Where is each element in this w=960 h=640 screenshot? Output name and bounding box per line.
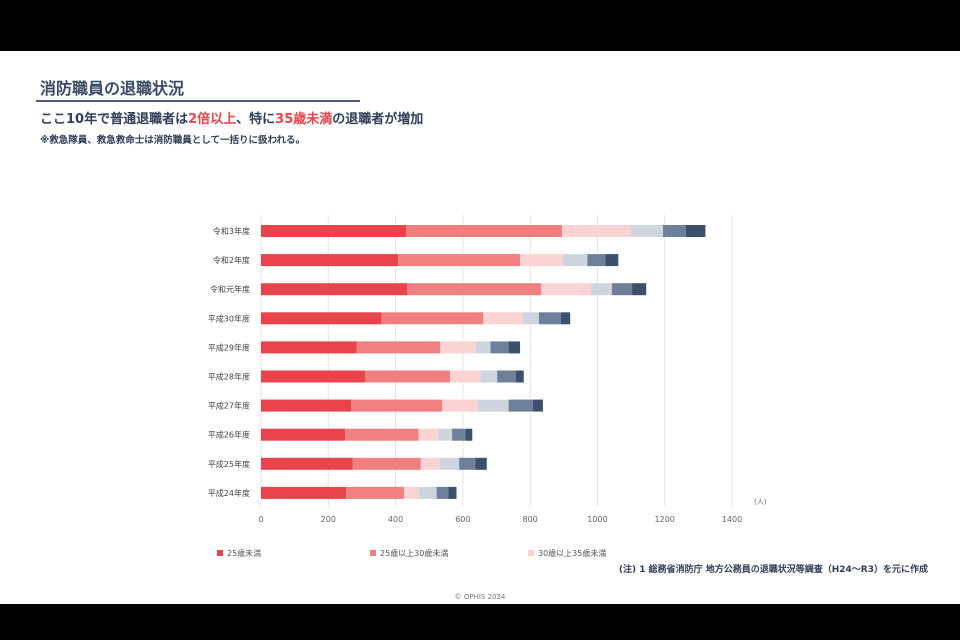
note-text: ※救急隊員、救急救命士は消防職員として一括りに扱われる。 [40,135,305,146]
bar-segment [403,486,420,499]
bar-segment [480,370,498,383]
slide: 消防職員の退職状況 ここ10年で普通退職者は2倍以上、特に35歳未満の退職者が増… [0,51,960,604]
bar-segment [365,370,451,383]
x-tick-label: 0 [258,515,263,524]
bar-segment [605,254,619,267]
headline-part-3: の退職者が増加 [332,112,424,127]
bar-segment [261,370,366,383]
bar-segment [685,225,706,237]
bar-segment [611,283,633,296]
category-label: 平成25年度 [208,459,250,469]
bar-segment [497,370,516,383]
bar-segment [508,399,533,412]
bar-segment [261,283,408,296]
category-label: 平成30年度 [208,313,250,323]
x-tick-label: 800 [523,515,538,524]
x-tick-label: 1400 [722,515,742,524]
bar-segment [477,399,509,412]
bar-segment [483,312,523,325]
headline-part-2: 、特に [236,112,276,127]
bar-segment [632,283,647,296]
category-label: 平成29年度 [208,342,250,352]
title-underline [36,100,360,102]
bar-segment [407,283,542,296]
bar-segment [261,399,352,412]
bar-segment [420,457,440,470]
headline: ここ10年で普通退職者は2倍以上、特に35歳未満の退職者が増加 [40,108,423,127]
stacked-bar-chart: 0 200 400 600 800 1000 1200 1400 (人) 令和3年度令和2年度令和… [208,215,767,558]
bar-segment [563,254,588,267]
bar-segment [406,225,563,237]
bar-segment [452,428,466,441]
bar-segment [261,312,382,325]
legend-label: 30歳以上35歳未満 [538,548,606,558]
bar-segment [419,486,437,499]
source-note: (注) 1 総務省消防庁 地方公務員の退職状況等調査（H24～R3）を元に作成 [618,565,928,575]
headline-part-1: ここ10年で普通退職者は [40,112,189,127]
bar-segment [562,225,632,237]
category-label: 平成28年度 [208,372,250,382]
x-tick-label: 200 [321,515,336,524]
bar-segment [538,312,561,325]
bar-segment [261,428,346,441]
copyright: © OPHIS 2024 [454,593,506,601]
legend-swatch [528,550,534,556]
bar-segment [631,225,664,237]
bar-segment [515,370,524,383]
bar-segment [560,312,571,325]
bar-segment [439,457,460,470]
bar-segment [448,486,457,499]
category-label: 平成24年度 [208,488,250,498]
bar-segment [663,225,686,237]
bar-segment [522,312,539,325]
bar-segment [356,341,441,354]
bar-segment [345,428,419,441]
bar-segment [465,428,473,441]
bar-segment [475,457,487,470]
category-label: 令和2年度 [213,255,250,265]
bar-segment [351,399,442,412]
bar-segment [261,225,407,237]
bar-segment [591,283,612,296]
bar-segment [346,486,404,499]
bar-segment [475,341,491,354]
bar-segment [436,486,449,499]
bar-segment [381,312,484,325]
x-tick-label: 400 [388,515,403,524]
x-tick-label: 1000 [587,515,607,524]
category-label: 平成27年度 [208,401,250,411]
bar-segment [352,457,421,470]
bar-segment [508,341,521,354]
page-title: 消防職員の退職状況 [40,79,185,98]
bar-segment [459,457,476,470]
bar-segment [490,341,509,354]
bar-segment [541,283,592,296]
legend-label: 25歳未満 [227,548,261,558]
bar-segment [450,370,481,383]
legend-label: 25歳以上30歳未満 [380,548,448,558]
bar-segment [398,254,521,267]
legend-swatch [217,550,223,556]
bar-segment [261,457,353,470]
category-label: 平成26年度 [208,430,250,440]
bar-segment [261,341,357,354]
bar-segment [261,486,347,499]
x-tick-label: 1200 [655,515,675,524]
bar-segment [532,399,543,412]
bar-segment [418,428,438,441]
x-tick-label: 600 [455,515,470,524]
headline-highlight-2: 35歳未満 [275,112,333,127]
category-label: 令和3年度 [213,226,250,236]
bar-segment [440,341,476,354]
headline-highlight-1: 2倍以上 [188,112,237,127]
unit-label: (人) [754,498,767,506]
category-label: 令和元年度 [210,284,250,294]
bar-segment [261,254,399,267]
bar-segment [437,428,453,441]
bar-segment [587,254,606,267]
bar-segment [520,254,564,267]
bar-segment [441,399,478,412]
legend-swatch [370,550,376,556]
